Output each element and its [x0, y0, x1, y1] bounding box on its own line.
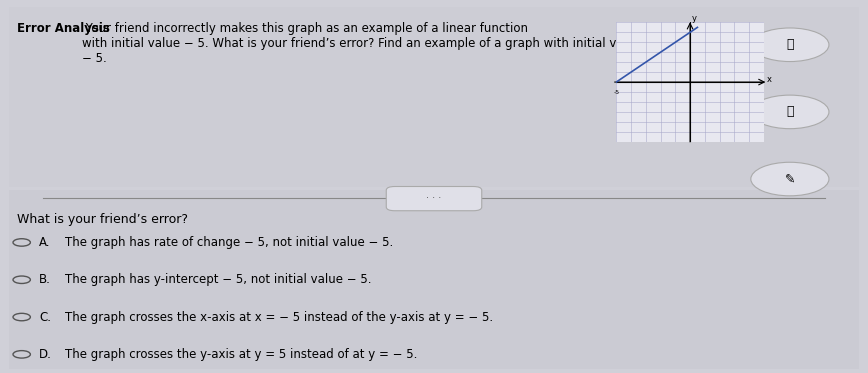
Text: D.: D. [39, 348, 52, 361]
Circle shape [751, 95, 829, 129]
Bar [9, 190, 859, 369]
Text: 🔍: 🔍 [786, 38, 793, 51]
Bar [9, 7, 859, 186]
Text: The graph has rate of change − 5, not initial value − 5.: The graph has rate of change − 5, not in… [65, 236, 393, 249]
Text: Error Analysis: Error Analysis [17, 22, 110, 35]
Text: 🔍: 🔍 [786, 106, 793, 118]
Text: y: y [692, 14, 697, 23]
Text: Your friend incorrectly makes this graph as an example of a linear function
with: Your friend incorrectly makes this graph… [82, 22, 642, 65]
Text: The graph crosses the y-axis at y = 5 instead of at y = − 5.: The graph crosses the y-axis at y = 5 in… [65, 348, 418, 361]
Text: The graph crosses the x-axis at x = − 5 instead of the y-axis at y = − 5.: The graph crosses the x-axis at x = − 5 … [65, 311, 493, 323]
Text: The graph has y-intercept − 5, not initial value − 5.: The graph has y-intercept − 5, not initi… [65, 273, 372, 286]
Text: A.: A. [39, 236, 50, 249]
FancyBboxPatch shape [386, 186, 482, 211]
Circle shape [751, 28, 829, 62]
Circle shape [751, 162, 829, 196]
Text: B.: B. [39, 273, 51, 286]
Text: · · ·: · · · [426, 194, 442, 203]
Text: ✎: ✎ [785, 173, 795, 185]
Text: C.: C. [39, 311, 51, 323]
Text: What is your friend’s error?: What is your friend’s error? [17, 213, 188, 226]
Text: x: x [767, 75, 773, 84]
Text: -5: -5 [613, 90, 620, 95]
